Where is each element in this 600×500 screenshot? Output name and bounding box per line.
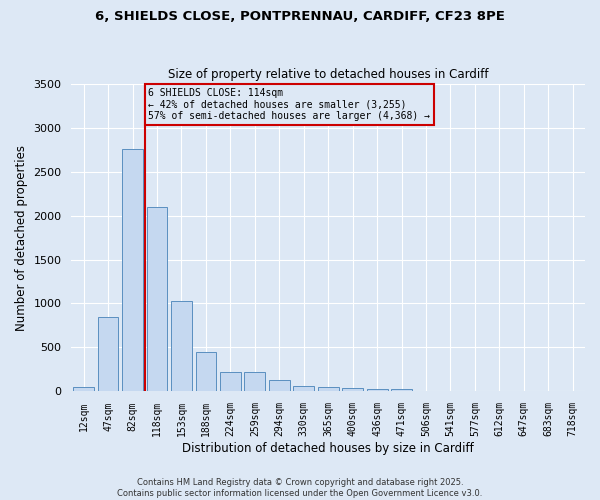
Bar xyxy=(146,206,167,392)
Bar xyxy=(416,390,436,392)
Bar xyxy=(244,372,265,392)
Bar xyxy=(98,316,118,392)
X-axis label: Distribution of detached houses by size in Cardiff: Distribution of detached houses by size … xyxy=(182,442,474,455)
Bar xyxy=(73,386,94,392)
Bar xyxy=(269,380,290,392)
Bar xyxy=(293,386,314,392)
Bar xyxy=(122,148,143,392)
Bar xyxy=(220,372,241,392)
Bar xyxy=(342,388,363,392)
Title: Size of property relative to detached houses in Cardiff: Size of property relative to detached ho… xyxy=(168,68,488,81)
Bar xyxy=(367,389,388,392)
Y-axis label: Number of detached properties: Number of detached properties xyxy=(15,144,28,330)
Bar xyxy=(391,390,412,392)
Bar xyxy=(318,386,338,392)
Text: 6, SHIELDS CLOSE, PONTPRENNAU, CARDIFF, CF23 8PE: 6, SHIELDS CLOSE, PONTPRENNAU, CARDIFF, … xyxy=(95,10,505,23)
Bar xyxy=(196,352,217,392)
Text: 6 SHIELDS CLOSE: 114sqm
← 42% of detached houses are smaller (3,255)
57% of semi: 6 SHIELDS CLOSE: 114sqm ← 42% of detache… xyxy=(148,88,430,121)
Bar xyxy=(171,301,192,392)
Text: Contains HM Land Registry data © Crown copyright and database right 2025.
Contai: Contains HM Land Registry data © Crown c… xyxy=(118,478,482,498)
